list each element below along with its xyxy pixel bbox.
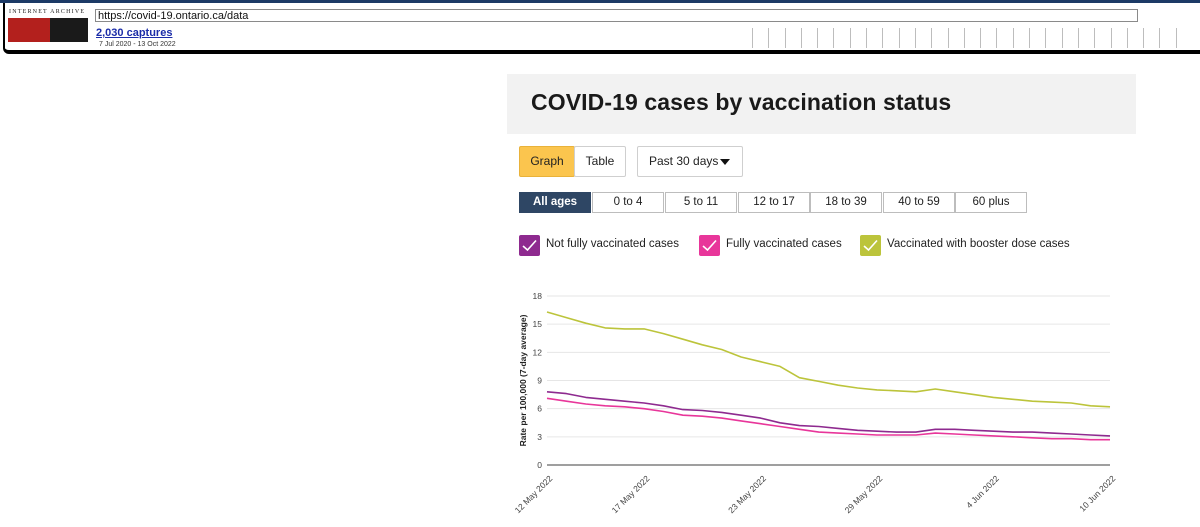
- x-tick-label: 23 May 2022: [726, 473, 768, 515]
- capture-date-range: 7 Jul 2020 - 13 Oct 2022: [99, 41, 176, 48]
- timeline-tick: [980, 28, 981, 48]
- capture-timeline[interactable]: [752, 28, 1192, 48]
- legend-label: Fully vaccinated cases: [726, 238, 842, 250]
- timeline-tick: [1143, 28, 1144, 48]
- timeline-tick: [1127, 28, 1128, 48]
- timeline-tick: [915, 28, 916, 48]
- timeline-tick: [931, 28, 932, 48]
- graph-view-button[interactable]: Graph: [519, 146, 575, 177]
- age-tab-all[interactable]: All ages: [519, 192, 591, 213]
- timeline-tick: [996, 28, 997, 48]
- y-tick-label: 15: [533, 319, 543, 329]
- time-range-value: Past 30 days: [649, 154, 719, 168]
- timeline-tick: [1013, 28, 1014, 48]
- x-tick-label: 10 Jun 2022: [1077, 473, 1117, 513]
- checkbox-checked-icon[interactable]: [519, 235, 540, 256]
- table-view-button[interactable]: Table: [574, 146, 626, 177]
- wayback-machine-logo[interactable]: [8, 18, 88, 42]
- x-tick-label: 29 May 2022: [843, 473, 885, 515]
- y-tick-label: 18: [533, 291, 543, 301]
- timeline-tick: [1159, 28, 1160, 48]
- series-line-2: [546, 397, 1110, 441]
- timeline-tick: [1045, 28, 1046, 48]
- timeline-tick: [1062, 28, 1063, 48]
- page-title: COVID-19 cases by vaccination status: [531, 89, 952, 115]
- timeline-tick: [833, 28, 834, 48]
- age-tab-5-11[interactable]: 5 to 11: [665, 192, 737, 213]
- toolbar-top-border: [0, 0, 1200, 3]
- timeline-tick: [899, 28, 900, 48]
- internet-archive-label: INTERNET ARCHIVE: [9, 9, 86, 15]
- timeline-tick: [785, 28, 786, 48]
- timeline-tick: [866, 28, 867, 48]
- timeline-tick: [752, 28, 753, 48]
- y-tick-label: 3: [537, 432, 542, 442]
- age-tab-60-plus[interactable]: 60 plus: [955, 192, 1027, 213]
- timeline-tick: [1094, 28, 1095, 48]
- legend-label: Not fully vaccinated cases: [546, 238, 679, 250]
- age-tab-18-39[interactable]: 18 to 39: [810, 192, 882, 213]
- series-line-1: [546, 391, 1111, 437]
- y-tick-label: 9: [537, 376, 542, 386]
- y-tick-label: 12: [533, 347, 543, 357]
- age-tab-0-4[interactable]: 0 to 4: [592, 192, 664, 213]
- timeline-tick: [1111, 28, 1112, 48]
- series-line-3: [546, 311, 1111, 408]
- caret-down-icon: [720, 159, 730, 165]
- checkbox-checked-icon[interactable]: [699, 235, 720, 256]
- toolbar-frame: [3, 3, 1200, 54]
- title-banner: COVID-19 cases by vaccination status: [507, 74, 1136, 134]
- timeline-tick: [1176, 28, 1177, 48]
- timeline-tick: [801, 28, 802, 48]
- age-tab-12-17[interactable]: 12 to 17: [738, 192, 810, 213]
- time-range-select[interactable]: Past 30 days: [637, 146, 743, 177]
- x-tick-label: 17 May 2022: [610, 473, 652, 515]
- timeline-tick: [850, 28, 851, 48]
- timeline-tick: [882, 28, 883, 48]
- legend-label: Vaccinated with booster dose cases: [887, 238, 1070, 250]
- timeline-tick: [1029, 28, 1030, 48]
- timeline-tick: [948, 28, 949, 48]
- checkbox-checked-icon[interactable]: [860, 235, 881, 256]
- x-tick-label: 4 Jun 2022: [964, 473, 1001, 510]
- captures-link[interactable]: 2,030 captures: [96, 27, 173, 39]
- cases-line-chart[interactable]: 0 3 6 9 12 15 18 Rate per 100,000 (7-day averag…: [505, 285, 1135, 527]
- wayback-url-input[interactable]: [95, 9, 1138, 22]
- timeline-tick: [1078, 28, 1079, 48]
- wayback-toolbar: INTERNET ARCHIVE 2,030 captures 7 Jul 20…: [0, 0, 1200, 56]
- timeline-tick: [817, 28, 818, 48]
- y-axis-label: Rate per 100,000 (7-day average): [518, 314, 528, 446]
- x-tick-label: 12 May 2022: [513, 473, 555, 515]
- age-tab-40-59[interactable]: 40 to 59: [883, 192, 955, 213]
- timeline-tick: [768, 28, 769, 48]
- y-tick-label: 0: [537, 460, 542, 470]
- timeline-tick: [964, 28, 965, 48]
- y-tick-label: 6: [537, 404, 542, 414]
